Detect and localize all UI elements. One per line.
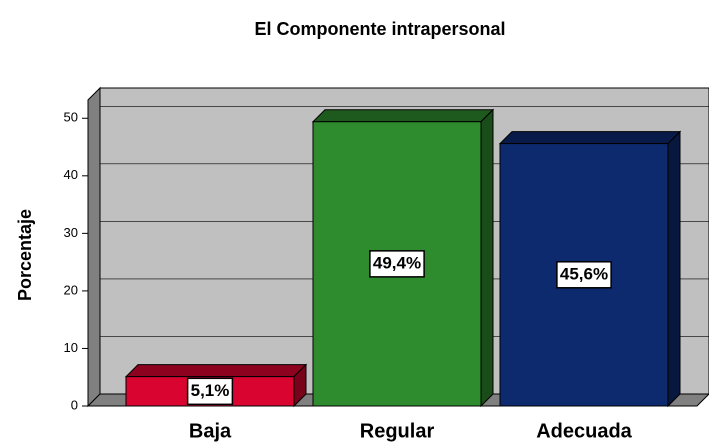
value-label-box [556,261,612,289]
value-label-box [369,250,425,278]
y-tick-label: 30 [64,225,78,240]
value-label: 5,1% [191,381,230,400]
bar-top [124,364,308,378]
bar-top [311,109,495,123]
y-axis-label: Porcentaje [15,209,35,301]
y-tick-label: 50 [64,110,78,125]
bar-side [480,108,494,408]
chart-title: El Componente intrapersonal [254,19,505,39]
y-tick-label: 0 [71,397,78,412]
y-tick-label: 40 [64,167,78,182]
value-label: 45,6% [560,264,608,283]
side-wall [87,86,101,408]
bar-top [498,131,682,145]
x-tick-label: Baja [189,420,232,442]
bar-side [667,130,681,408]
y-tick-label: 20 [64,282,78,297]
x-tick-label: Adecuada [536,420,632,442]
value-label: 49,4% [373,253,421,272]
x-tick-label: Regular [360,420,435,442]
value-label-box [186,377,234,406]
y-tick-label: 10 [64,340,78,355]
